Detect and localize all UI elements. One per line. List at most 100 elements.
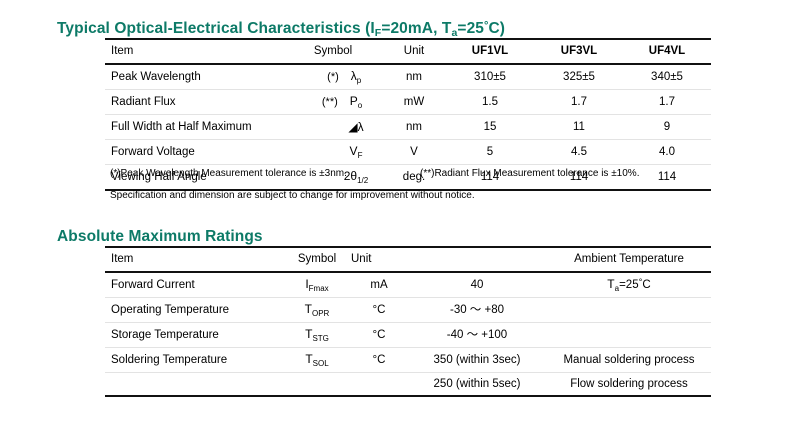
column-header-uf3vl: UF3VL [535, 38, 623, 65]
cell-unit: mA [351, 272, 407, 298]
title-text-mid: =20mA, T [381, 20, 452, 37]
cell-unit: V [383, 139, 445, 165]
symbol-glyph: 2θ [343, 169, 358, 183]
cell-unit: °C [351, 322, 407, 348]
cell-uf1vl: 15 [445, 114, 535, 140]
symbol-glyph: P [349, 94, 358, 108]
column-header-unit: Unit [383, 38, 445, 65]
cell-item: Soldering Temperature [105, 347, 283, 373]
cell-symbol [283, 372, 351, 397]
table-row: Forward Current IFmax mA 40 Ta=25°C [105, 272, 711, 298]
cell-unit [351, 372, 407, 397]
cell-uf4vl: 114 [623, 164, 711, 191]
table-row: Full Width at Half Maximum ◢λ nm 15 11 9 [105, 114, 711, 140]
title-text-suffix: =25 [457, 20, 485, 37]
cell-uf3vl: 4.5 [535, 139, 623, 165]
cell-value: 40 [407, 272, 547, 298]
cell-value: -30 ～ +80 [407, 297, 547, 323]
column-header-uf1vl: UF1VL [445, 38, 535, 65]
cell-item: Forward Voltage [105, 139, 283, 165]
cell-uf4vl: 340±5 [623, 64, 711, 90]
cell-unit: nm [383, 114, 445, 140]
column-header-unit: Unit [351, 246, 407, 273]
cell-uf3vl: 1.7 [535, 89, 623, 115]
cell-uf3vl: 325±5 [535, 64, 623, 90]
cell-uf3vl: 114 [535, 164, 623, 191]
column-header-item: Item [105, 38, 283, 65]
symbol-glyph: V [349, 144, 358, 158]
footnote-marker: (**) [321, 96, 338, 108]
symbol-subscript: F [357, 151, 363, 160]
table-row: 250 (within 5sec) Flow soldering process [105, 372, 711, 397]
table-row: Soldering Temperature TSOL °C 350 (withi… [105, 347, 711, 373]
symbol-glyph-delta-lambda: ◢λ [348, 120, 364, 134]
symbol-subscript: STG [312, 334, 329, 343]
footnote-marker: (*) [327, 71, 339, 83]
cell-uf1vl: 310±5 [445, 64, 535, 90]
title-text-prefix: Typical Optical-Electrical Characteristi… [57, 20, 375, 37]
cell-item: Radiant Flux [105, 89, 283, 115]
table-row: Storage Temperature TSTG °C -40 ～ +100 [105, 322, 711, 348]
column-header-symbol: Symbol [283, 246, 351, 273]
table-row: Peak Wavelength (*) λp nm 310±5 325±5 340… [105, 64, 711, 90]
footnote-radiant-flux-tolerance: (**)Radiant Flux Measurement tolerance i… [420, 168, 640, 179]
cell-item: Storage Temperature [105, 322, 283, 348]
cell-ambient-temperature: Manual soldering process [547, 347, 711, 373]
cell-uf1vl: 5 [445, 139, 535, 165]
cell-uf1vl: 1.5 [445, 89, 535, 115]
table-row: Radiant Flux (**) Po mW 1.5 1.7 1.7 [105, 89, 711, 115]
ambient-symbol: T [607, 277, 615, 291]
column-header-item: Item [105, 246, 283, 273]
degree-symbol-icon: ° [484, 20, 489, 32]
title-sub-if: F [374, 27, 382, 39]
cell-value: -40 ～ +100 [407, 322, 547, 348]
table-header-row: Item Symbol Unit Ambient Temperature [105, 246, 711, 273]
cell-uf4vl: 1.7 [623, 89, 711, 115]
table-row: Viewing Half Angle 2θ1/2 deg. 114 114 11… [105, 164, 711, 191]
title-text-end: C) [488, 20, 506, 37]
cell-ambient-temperature [547, 322, 711, 348]
cell-uf1vl: 114 [445, 164, 535, 191]
cell-symbol: IFmax [283, 272, 351, 298]
table-row: Forward Voltage VF V 5 4.5 4.0 [105, 139, 711, 165]
cell-item: Full Width at Half Maximum [105, 114, 283, 140]
symbol-glyph: I [305, 277, 309, 291]
optical-characteristics-table: Item Symbol Unit UF1VL UF3VL UF4VL Peak … [105, 38, 711, 191]
cell-item [105, 372, 283, 397]
cell-uf4vl: 4.0 [623, 139, 711, 165]
cell-uf3vl: 11 [535, 114, 623, 140]
cell-unit: °C [351, 297, 407, 323]
column-header-value [407, 246, 547, 273]
cell-unit: °C [351, 347, 407, 373]
ambient-subscript: a [614, 284, 620, 293]
cell-symbol: 2θ1/2 [283, 164, 383, 191]
symbol-subscript: Fmax [308, 284, 329, 293]
cell-item: Peak Wavelength [105, 64, 283, 90]
symbol-glyph: T [305, 327, 313, 341]
title-sub-ta: a [451, 27, 458, 39]
symbol-glyph: T [304, 302, 312, 316]
cell-ambient-temperature: Flow soldering process [547, 372, 711, 397]
cell-item: Operating Temperature [105, 297, 283, 323]
page-title-optical-characteristics: Typical Optical-Electrical Characteristi… [57, 20, 506, 39]
symbol-glyph: λ [350, 69, 357, 83]
cell-unit: mW [383, 89, 445, 115]
symbol-subscript: p [356, 76, 362, 85]
ambient-value: =25 [619, 279, 639, 291]
cell-value: 350 (within 3sec) [407, 347, 547, 373]
table-header-row: Item Symbol Unit UF1VL UF3VL UF4VL [105, 38, 711, 65]
page-title-absolute-maximum-ratings: Absolute Maximum Ratings [57, 228, 263, 245]
cell-ambient-temperature: Ta=25°C [547, 272, 711, 298]
absolute-maximum-ratings-table: Item Symbol Unit Ambient Temperature For… [105, 246, 711, 397]
cell-unit: nm [383, 64, 445, 90]
symbol-subscript: OPR [312, 309, 330, 318]
cell-symbol: (**) Po [283, 89, 383, 115]
column-header-ambient-temperature: Ambient Temperature [547, 246, 711, 273]
column-header-symbol: Symbol [283, 38, 383, 65]
cell-unit: deg. [383, 164, 445, 191]
cell-item: Forward Current [105, 272, 283, 298]
cell-value: 250 (within 5sec) [407, 372, 547, 397]
cell-uf4vl: 9 [623, 114, 711, 140]
footnote-specification-disclaimer: Specification and dimension are subject … [110, 190, 475, 201]
cell-symbol: TOPR [283, 297, 351, 323]
